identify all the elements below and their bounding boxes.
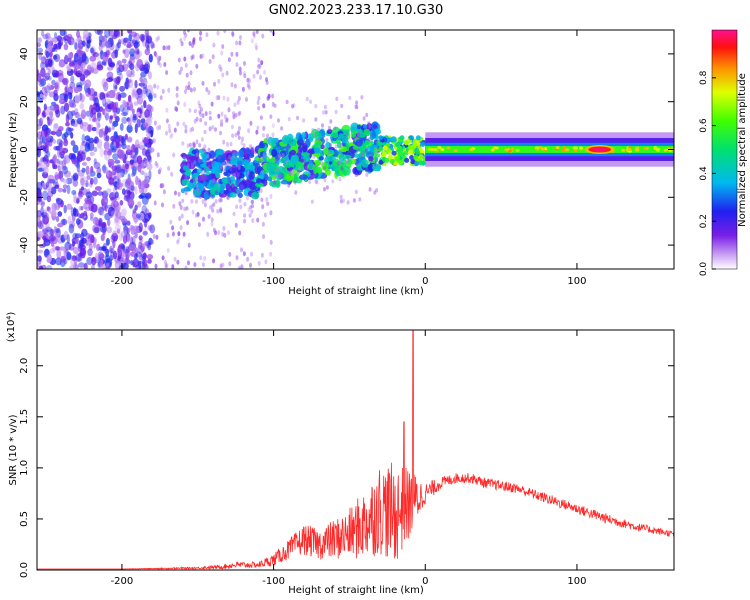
top-x-tick-label: -200 — [111, 276, 134, 287]
heatmap-feature-1 — [179, 107, 261, 219]
top-x-tick-label: 100 — [567, 276, 586, 287]
heatmap-feature-4 — [425, 132, 674, 167]
figure-title: GN02.2023.233.17.10.G30 — [269, 3, 444, 18]
bottom-y-ticks: 0.0 0.5 1.0 1.5 2.0 — [19, 358, 674, 578]
top-y-tick-label: 20 — [19, 95, 30, 108]
bottom-y-axis-label: SNR (10 * v/v) — [8, 414, 19, 485]
top-y-tick-label: -40 — [19, 237, 30, 253]
bottom-x-tick-label: -100 — [262, 576, 285, 587]
top-x-ticks: -200 -100 0 100 — [111, 30, 586, 287]
top-y-tick-label: 0 — [19, 146, 30, 152]
bottom-y-tick-label: 1.0 — [19, 460, 30, 476]
heatmap-marks — [37, 30, 674, 269]
snr-frame — [36, 329, 675, 571]
bottom-y-tick-label: 0.5 — [19, 511, 30, 527]
top-x-tick-label: -100 — [262, 276, 285, 287]
bottom-x-axis-label: Height of straight line (km) — [288, 585, 424, 596]
bottom-x-ticks: -200 -100 0 100 — [111, 330, 586, 587]
colorbar-tick-label: 0.6 — [699, 118, 709, 133]
top-y-axis-label: Frequency (Hz) — [8, 112, 19, 188]
bottom-x-tick-label: -200 — [111, 576, 134, 587]
snr-series-line — [37, 330, 674, 570]
colorbar-ticks: 0.0 0.2 0.4 0.6 0.8 — [699, 70, 716, 276]
heatmap-feature-5 — [584, 145, 615, 154]
top-x-tick-label: 0 — [422, 276, 428, 287]
top-y-ticks: -40 -20 0 20 40 — [19, 48, 674, 253]
snr-marks — [37, 330, 674, 570]
heatmap-feature-2 — [254, 95, 382, 206]
snr-panel: -200 -100 0 100 0.0 0.5 1.0 1.5 2.0 (x10⁴) Heig… — [6, 312, 675, 596]
snr-y-exponent: (x10⁴) — [6, 312, 17, 343]
colorbar-tick-label: 0.0 — [699, 262, 709, 277]
heatmap-feature-3 — [377, 135, 428, 167]
bottom-x-tick-label: 100 — [567, 576, 586, 587]
top-x-axis-label: Height of straight line (km) — [288, 286, 424, 297]
bottom-x-tick-label: 0 — [422, 576, 428, 587]
bottom-y-tick-label: 0.0 — [19, 562, 30, 578]
colorbar-tick-label: 0.4 — [699, 166, 709, 181]
colorbar-gradient — [711, 29, 738, 270]
bottom-y-tick-label: 2.0 — [19, 358, 30, 374]
top-y-tick-label: 40 — [19, 48, 30, 61]
colorbar-tick-label: 0.2 — [699, 214, 709, 228]
top-y-tick-label: -20 — [19, 189, 30, 205]
colorbar: 0.0 0.2 0.4 0.6 0.8 Normalized spectral ampl… — [699, 29, 748, 276]
bottom-y-tick-label: 1.5 — [19, 409, 30, 425]
heatmap-feature-0 — [37, 30, 275, 269]
colorbar-label: Normalized spectral amplitude — [737, 73, 748, 227]
colorbar-tick-label: 0.8 — [699, 70, 709, 85]
